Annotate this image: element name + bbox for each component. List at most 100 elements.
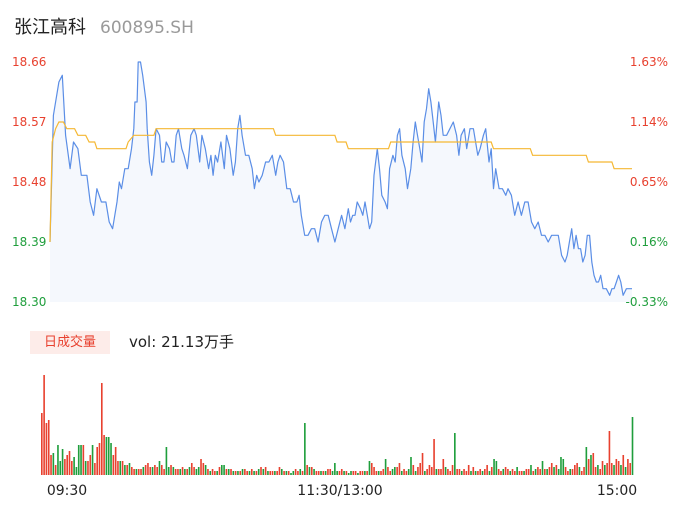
volume-bar bbox=[403, 469, 405, 475]
volume-bar bbox=[361, 471, 364, 475]
volume-bar bbox=[216, 471, 218, 475]
volume-bar bbox=[147, 463, 149, 475]
volume-bar bbox=[564, 467, 567, 475]
volume-bar bbox=[590, 455, 592, 475]
volume-bar bbox=[151, 467, 154, 475]
volume-bar bbox=[287, 471, 290, 475]
percent-tick-label: -0.33% bbox=[626, 295, 668, 309]
volume-bar bbox=[200, 459, 202, 475]
price-tick-label: 18.30 bbox=[12, 295, 46, 309]
volume-bar bbox=[606, 463, 608, 475]
volume-bar bbox=[389, 471, 392, 475]
volume-bar bbox=[297, 471, 299, 475]
price-tick-label: 18.48 bbox=[12, 175, 46, 189]
volume-bar bbox=[172, 467, 175, 475]
volume-bar bbox=[627, 459, 629, 475]
volume-bar bbox=[204, 465, 207, 475]
volume-bar bbox=[121, 461, 124, 475]
volume-bar bbox=[370, 463, 373, 475]
volume-bar bbox=[495, 461, 498, 475]
volume-bar bbox=[412, 465, 415, 475]
volume-bars bbox=[41, 375, 634, 475]
volume-bar bbox=[437, 469, 440, 475]
volume-bar bbox=[465, 471, 468, 475]
volume-bar bbox=[294, 469, 297, 475]
volume-bar bbox=[250, 469, 253, 475]
percent-tick-label: 0.65% bbox=[630, 175, 668, 189]
volume-bar bbox=[398, 463, 401, 475]
volume-bar bbox=[218, 467, 221, 475]
volume-bar bbox=[435, 469, 438, 475]
volume-bar bbox=[220, 465, 223, 475]
volume-bar bbox=[197, 467, 200, 475]
volume-bar bbox=[137, 469, 140, 475]
volume-bar bbox=[375, 471, 378, 475]
volume-bar bbox=[179, 469, 182, 475]
volume-bar bbox=[128, 463, 131, 475]
volume-bar bbox=[477, 471, 479, 475]
volume-bar bbox=[112, 455, 115, 475]
price-area bbox=[49, 61, 632, 302]
volume-bar bbox=[117, 461, 119, 475]
volume-bar bbox=[260, 467, 262, 475]
volume-readout-label: vol: bbox=[129, 333, 157, 351]
volume-bar bbox=[467, 465, 470, 475]
volume-bar bbox=[610, 463, 613, 475]
volume-bar bbox=[624, 467, 627, 475]
volume-bar bbox=[338, 471, 341, 475]
volume-bar bbox=[322, 471, 325, 475]
volume-bar bbox=[384, 459, 387, 475]
volume-bar bbox=[246, 471, 248, 475]
volume-bar bbox=[336, 471, 338, 475]
volume-bar bbox=[234, 471, 237, 475]
volume-bar bbox=[223, 465, 225, 475]
volume-bar bbox=[181, 467, 184, 475]
volume-bar bbox=[73, 457, 75, 475]
volume-bar bbox=[239, 471, 242, 475]
volume-bar bbox=[576, 463, 578, 475]
volume-bar bbox=[539, 469, 542, 475]
volume-bar bbox=[486, 465, 488, 475]
volume-bar bbox=[484, 469, 486, 475]
volume-bar bbox=[317, 471, 320, 475]
volume-bar bbox=[82, 445, 85, 475]
volume-bar bbox=[174, 469, 177, 475]
volume-bar bbox=[620, 465, 622, 475]
average-price-line bbox=[49, 121, 632, 243]
volume-bar bbox=[530, 465, 532, 475]
volume-bar bbox=[190, 463, 193, 475]
volume-bar bbox=[629, 463, 632, 475]
volume-bar bbox=[546, 469, 548, 475]
volume-bar bbox=[541, 461, 544, 475]
volume-bar bbox=[470, 471, 472, 475]
volume-bar bbox=[290, 473, 292, 475]
volume-bar bbox=[227, 469, 230, 475]
volume-bar bbox=[347, 473, 350, 475]
volume-bar bbox=[41, 413, 43, 475]
volume-tab[interactable]: 日成交量 bbox=[30, 331, 110, 354]
volume-bar bbox=[340, 469, 343, 475]
volume-bar bbox=[133, 469, 135, 475]
volume-bar bbox=[562, 459, 565, 475]
volume-bar bbox=[304, 423, 306, 475]
volume-bar bbox=[497, 469, 500, 475]
volume-bar bbox=[59, 461, 62, 475]
volume-bar bbox=[142, 467, 145, 475]
volume-bar bbox=[184, 469, 186, 475]
volume-bar bbox=[567, 471, 569, 475]
volume-bar bbox=[267, 471, 269, 475]
volume-bar bbox=[87, 461, 89, 475]
volume-bar bbox=[114, 447, 117, 475]
volume-bar bbox=[313, 469, 315, 475]
volume-bar bbox=[207, 469, 209, 475]
volume-bar bbox=[518, 471, 521, 475]
volume-bar bbox=[91, 445, 94, 475]
volume-bar bbox=[167, 467, 170, 475]
volume-bar bbox=[285, 471, 288, 475]
volume-bar bbox=[599, 469, 602, 475]
volume-bar bbox=[89, 455, 92, 475]
volume-bar bbox=[516, 467, 518, 475]
volume-bar bbox=[241, 469, 244, 475]
volume-bar bbox=[426, 469, 428, 475]
